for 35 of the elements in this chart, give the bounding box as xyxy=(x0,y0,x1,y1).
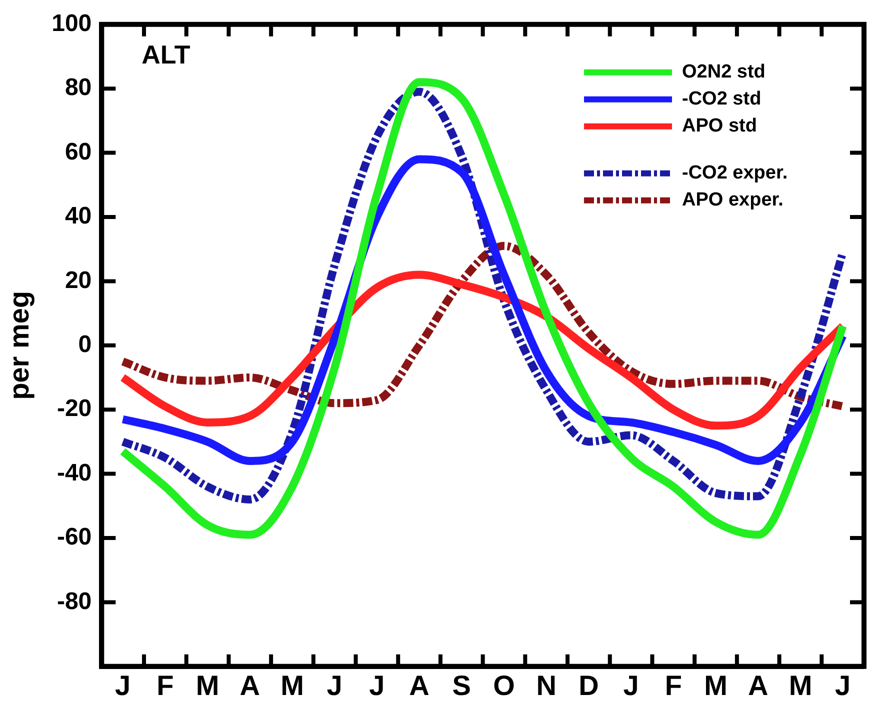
y-tick-label: -80 xyxy=(56,588,92,615)
x-tick-label: J xyxy=(115,670,131,701)
y-tick-label: -20 xyxy=(56,395,92,422)
y-tick-label: 100 xyxy=(52,10,92,38)
y-tick-label: -60 xyxy=(56,524,92,551)
y-tick-label: 0 xyxy=(78,331,92,358)
x-tick-label: S xyxy=(452,670,471,701)
x-tick-label: M xyxy=(280,670,304,701)
x-tick-label: A xyxy=(240,670,260,701)
legend-label: O2N2 std xyxy=(682,62,766,83)
x-tick-label: F xyxy=(664,670,682,701)
x-tick-label: J xyxy=(369,670,385,701)
x-tick-label: M xyxy=(788,670,812,701)
x-tick-label: J xyxy=(326,670,342,701)
legend-label: APO std xyxy=(682,116,757,137)
y-tick-label: 80 xyxy=(64,74,92,102)
y-tick-label: 60 xyxy=(64,138,92,166)
y-tick-label: 20 xyxy=(64,266,92,294)
legend-label: -CO2 std xyxy=(682,88,762,110)
x-tick-label: J xyxy=(835,670,851,701)
x-tick-label: M xyxy=(704,670,728,701)
x-tick-label: J xyxy=(623,670,639,701)
legend-label: APO exper. xyxy=(682,190,784,211)
y-tick-label: 40 xyxy=(64,202,92,230)
x-tick-label: A xyxy=(748,670,768,701)
x-tick-label: O xyxy=(493,670,515,701)
y-axis-title: per meg xyxy=(4,290,35,400)
legend-label: -CO2 exper. xyxy=(682,162,788,184)
x-tick-label: D xyxy=(578,670,599,701)
x-tick-label: M xyxy=(196,670,220,701)
x-tick-label: N xyxy=(536,670,556,701)
x-tick-label: F xyxy=(156,670,174,701)
text: ALT xyxy=(142,40,190,70)
x-tick-label: A xyxy=(409,670,430,701)
y-tick-label: -40 xyxy=(56,459,92,486)
